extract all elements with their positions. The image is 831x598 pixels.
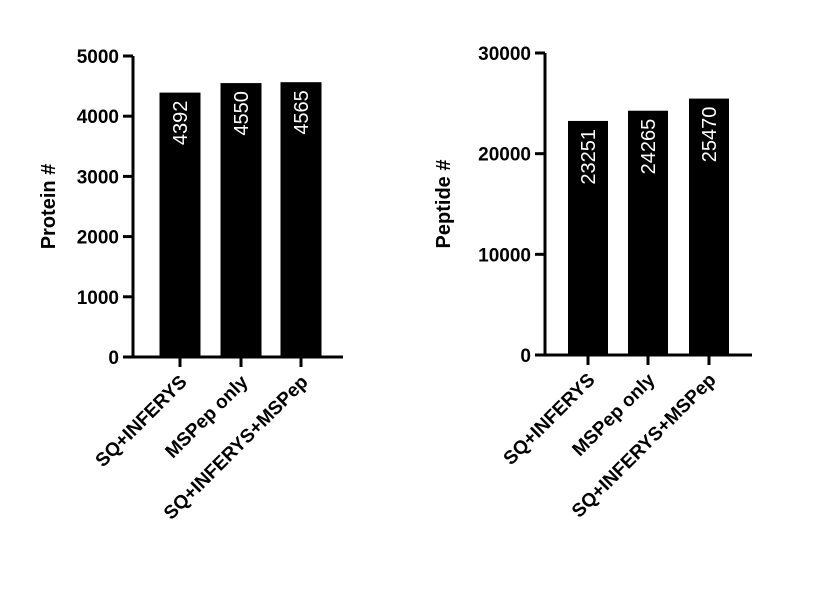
bar-0 [568, 120, 608, 355]
y-tick-label: 2000 [77, 228, 119, 249]
y-tick-label: 4000 [77, 107, 119, 128]
bar-2 [280, 82, 322, 357]
bar-value-label-2: 4565 [291, 90, 313, 135]
y-tick-label: 30000 [478, 44, 531, 65]
protein-count-chart: 4392 4550 4565010002000300040005000SQ+INFE… [38, 47, 343, 524]
bar-2 [689, 98, 729, 356]
peptide-count-chart: 23251 24265 254700100002000030000SQ+INFERY… [433, 44, 752, 522]
y-tick-label: 5000 [77, 47, 119, 68]
bar-1 [628, 110, 668, 355]
bar-value-label-1: 4550 [231, 91, 253, 136]
y-tick-label: 0 [520, 346, 531, 367]
bar-0 [159, 92, 201, 358]
bar-1 [220, 83, 262, 357]
y-tick-label: 0 [108, 348, 119, 369]
y-axis-title: Peptide # [433, 160, 455, 249]
y-tick-label: 3000 [77, 167, 119, 188]
bar-value-label-2: 25470 [699, 107, 721, 163]
y-tick-label: 20000 [478, 145, 531, 166]
bar-value-label-1: 24265 [638, 119, 660, 175]
bar-value-label-0: 23251 [578, 129, 600, 185]
y-tick-label: 1000 [77, 288, 119, 309]
y-tick-label: 10000 [478, 245, 531, 266]
y-axis-title: Protein # [38, 164, 60, 250]
bar-value-label-0: 4392 [170, 101, 192, 145]
